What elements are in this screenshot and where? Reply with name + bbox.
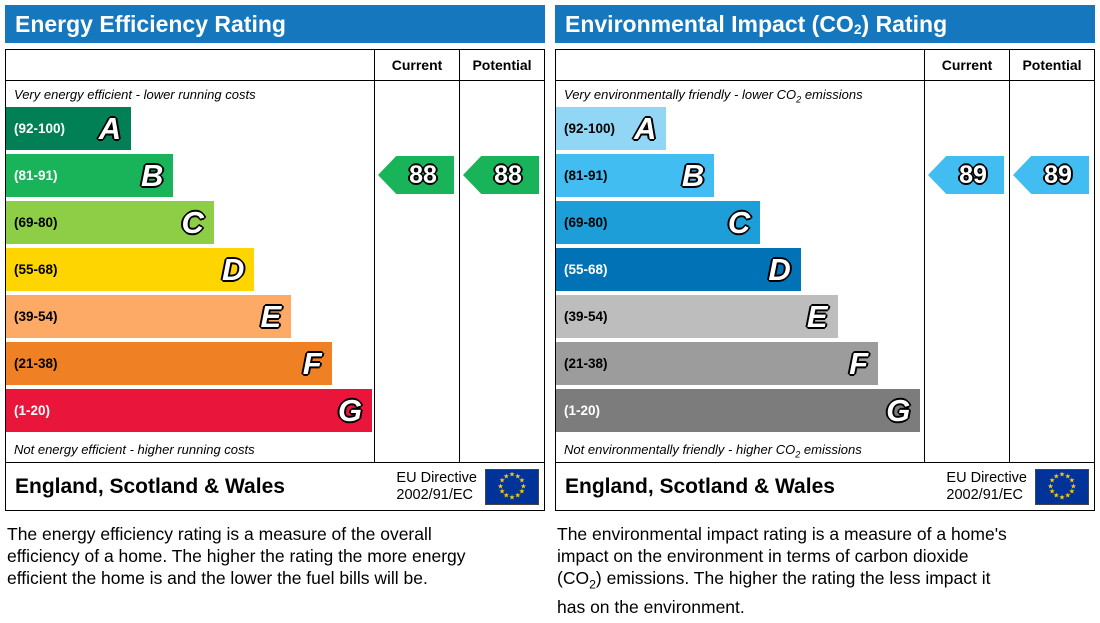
impact-rating-table: Current Potential Very environmentally f… [555, 49, 1095, 511]
band-letter: E [806, 299, 828, 334]
band-range-label: (81-91) [564, 168, 608, 183]
bottom-note: Not environmentally friendly - higher CO… [564, 442, 862, 460]
current-rating-arrow: 89 [928, 156, 1004, 194]
band-range-label: (39-54) [564, 309, 608, 324]
band-d: (55-68) D [6, 248, 255, 291]
band-range-label: (1-20) [14, 403, 51, 418]
rating-bands: (92-100) A (81-91) B (69-80) C (55-68) D [6, 107, 374, 432]
band-letter: B [681, 158, 705, 193]
band-range-label: (92-100) [14, 121, 66, 136]
band-b: (81-91) B [6, 154, 174, 197]
top-note: Very environmentally friendly - lower CO… [564, 87, 863, 105]
region-label: England, Scotland & Wales [15, 474, 285, 498]
band-b: (81-91) B [556, 154, 715, 197]
band-range-label: (39-54) [14, 309, 58, 324]
column-header-row: Current Potential [6, 50, 544, 81]
band-range-label: (55-68) [564, 262, 608, 277]
band-f: (21-38) F [6, 342, 332, 385]
band-d: (55-68) D [556, 248, 801, 291]
potential-rating-arrow: 88 [463, 156, 539, 194]
band-letter: G [886, 393, 911, 428]
energy-efficiency-panel: Energy Efficiency Rating Current Potenti… [5, 5, 545, 618]
band-range-label: (69-80) [564, 215, 608, 230]
table-footer: England, Scotland & Wales EU Directive 2… [6, 462, 544, 510]
band-e: (39-54) E [6, 295, 292, 338]
rating-bands: (92-100) A (81-91) B (69-80) C (55-68) D [556, 107, 924, 432]
eu-directive-label: EU Directive 2002/91/EC [396, 470, 477, 503]
band-letter: D [768, 252, 791, 287]
band-letter: F [849, 346, 868, 381]
current-column-header: Current [924, 50, 1009, 80]
eu-directive-line1: EU Directive [396, 469, 477, 486]
current-rating-value: 88 [409, 160, 437, 189]
potential-column-divider [1009, 81, 1010, 462]
current-column-divider [374, 81, 375, 462]
band-letter: B [141, 158, 164, 193]
band-a: (92-100) A [6, 107, 132, 150]
band-letter: D [222, 252, 245, 287]
impact-panel-title: Environmental Impact (CO 2) Rating [555, 5, 1095, 43]
band-letter: C [181, 205, 204, 240]
environmental-impact-panel: Environmental Impact (CO 2) Rating Curren… [555, 5, 1095, 618]
potential-rating-value: 89 [1044, 160, 1072, 189]
band-letter: F [302, 346, 322, 381]
eu-directive-label: EU Directive 2002/91/EC [946, 470, 1027, 503]
band-range-label: (21-38) [14, 356, 58, 371]
band-letter: G [338, 393, 363, 428]
energy-rating-table: Current Potential Very energy efficient … [5, 49, 545, 511]
potential-column-divider [459, 81, 460, 462]
chart-spacer [556, 50, 924, 80]
band-f: (21-38) F [556, 342, 878, 385]
band-e: (39-54) E [556, 295, 838, 338]
title-text: Environmental Impact (CO [565, 10, 854, 37]
title-text-post: ) Rating [861, 10, 948, 37]
band-range-label: (21-38) [564, 356, 608, 371]
current-rating-arrow: 88 [378, 156, 454, 194]
energy-panel-title: Energy Efficiency Rating [5, 5, 545, 43]
potential-rating-arrow: 89 [1013, 156, 1089, 194]
impact-chart-body: Very environmentally friendly - lower CO… [556, 81, 1094, 462]
title-subscript: 2 [853, 22, 862, 37]
band-letter: A [98, 111, 122, 146]
band-range-label: (81-91) [14, 168, 58, 183]
energy-chart-body: Very energy efficient - lower running co… [6, 81, 544, 462]
band-a: (92-100) A [556, 107, 667, 150]
band-range-label: (69-80) [14, 215, 58, 230]
band-g: (1-20) G [6, 389, 373, 432]
column-header-row: Current Potential [556, 50, 1094, 81]
band-letter: E [260, 299, 282, 334]
band-range-label: (92-100) [564, 121, 616, 136]
band-c: (69-80) C [6, 201, 214, 244]
table-footer: England, Scotland & Wales EU Directive 2… [556, 462, 1094, 510]
band-g: (1-20) G [556, 389, 921, 432]
energy-description: The energy efficiency rating is a measur… [7, 524, 466, 588]
region-label: England, Scotland & Wales [565, 474, 835, 498]
current-rating-value: 89 [959, 160, 987, 189]
band-range-label: (1-20) [564, 403, 601, 418]
potential-column-header: Potential [459, 50, 544, 80]
eu-flag-icon: ★ ★ ★ ★ ★ ★ ★ ★ ★ ★ ★ ★ [485, 468, 539, 505]
eu-directive-line1: EU Directive [946, 469, 1027, 486]
band-letter: C [727, 205, 751, 240]
title-text: Energy Efficiency Rating [15, 10, 286, 37]
current-column-divider [924, 81, 925, 462]
band-range-label: (55-68) [14, 262, 58, 277]
potential-column-header: Potential [1009, 50, 1094, 80]
eu-directive-line2: 2002/91/EC [396, 486, 474, 503]
top-note: Very energy efficient - lower running co… [14, 87, 256, 102]
eu-flag-icon: ★ ★ ★ ★ ★ ★ ★ ★ ★ ★ ★ ★ [1035, 468, 1089, 505]
potential-rating-value: 88 [494, 160, 522, 189]
current-column-header: Current [374, 50, 459, 80]
eu-directive-line2: 2002/91/EC [946, 486, 1024, 503]
band-c: (69-80) C [556, 201, 761, 244]
band-letter: A [634, 111, 657, 146]
bottom-note: Not energy efficient - higher running co… [14, 442, 255, 457]
chart-spacer [6, 50, 374, 80]
impact-description: The environmental impact rating is a mea… [557, 524, 1007, 617]
